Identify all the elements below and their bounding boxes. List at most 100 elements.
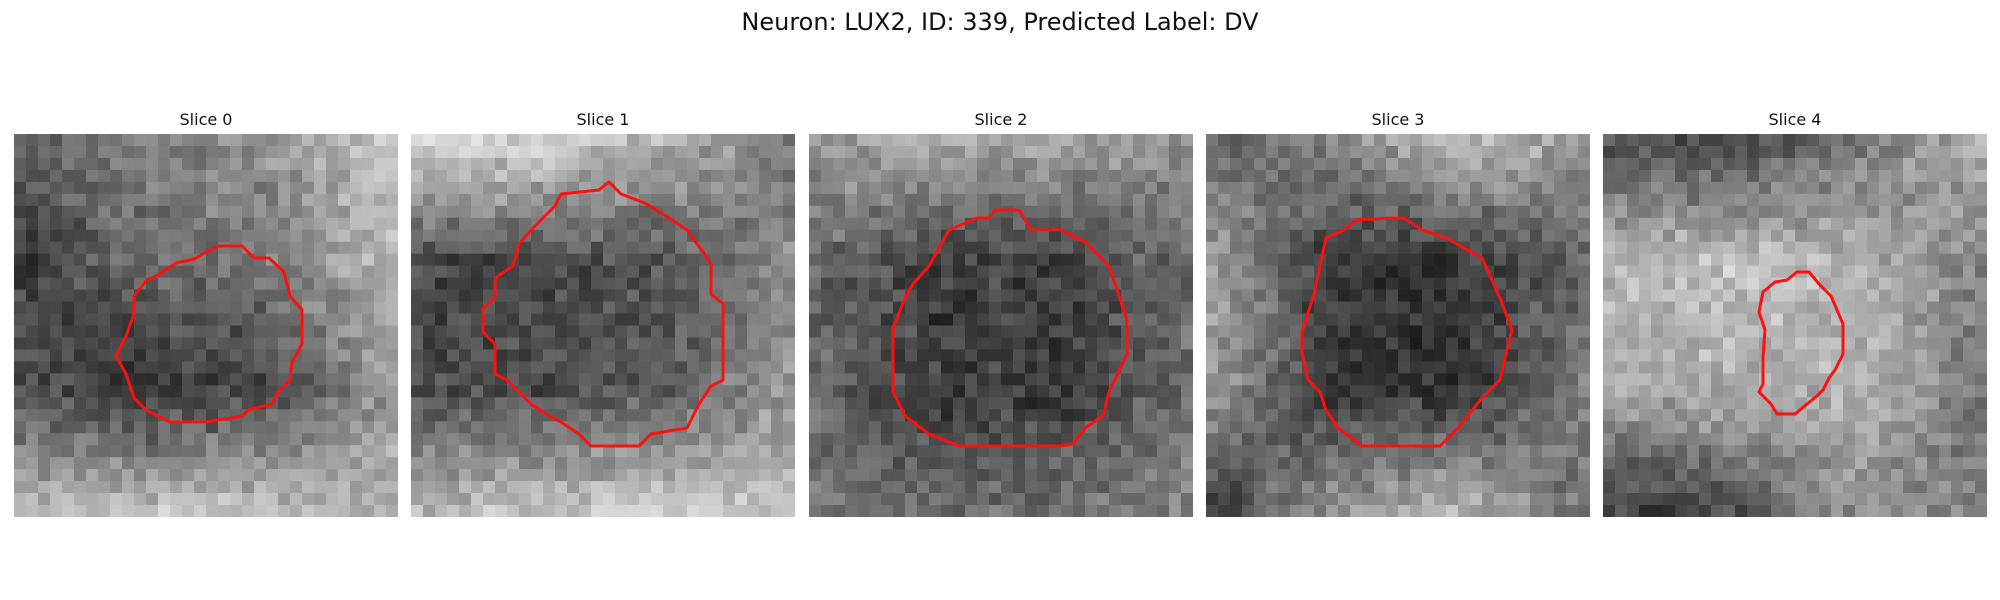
- pixel: [1398, 265, 1411, 278]
- pixel: [1350, 445, 1363, 458]
- pixel: [26, 277, 39, 290]
- pixel: [881, 457, 894, 470]
- pixel: [98, 349, 111, 362]
- pixel: [1867, 193, 1880, 207]
- pixel: [783, 253, 795, 267]
- pixel: [1735, 301, 1748, 314]
- pixel: [1903, 373, 1916, 386]
- pixel: [194, 457, 207, 470]
- pixel: [1386, 457, 1399, 470]
- pixel: [1025, 457, 1038, 470]
- pixel: [1639, 169, 1652, 183]
- pixel: [1422, 337, 1435, 350]
- pixel: [771, 493, 784, 506]
- pixel: [1843, 265, 1856, 278]
- pixel: [1951, 277, 1964, 290]
- pixel: [881, 433, 894, 446]
- pixel: [591, 361, 604, 374]
- pixel: [1157, 193, 1170, 207]
- pixel: [266, 241, 279, 255]
- pixel: [1061, 217, 1074, 231]
- pixel: [242, 337, 255, 350]
- pixel: [1181, 169, 1193, 183]
- pixel: [495, 229, 508, 243]
- pixel: [821, 265, 834, 278]
- pixel: [447, 457, 460, 470]
- pixel: [1254, 205, 1267, 219]
- pixel: [1121, 134, 1134, 147]
- pixel: [711, 337, 724, 350]
- pixel: [278, 241, 291, 255]
- pixel: [845, 229, 858, 243]
- pixel: [845, 457, 858, 470]
- pixel: [302, 241, 315, 255]
- pixel: [146, 349, 159, 362]
- pixel: [1566, 469, 1579, 482]
- slice-3-svg: [1206, 134, 1590, 517]
- slice-3-pixels: [1206, 134, 1590, 517]
- pixel: [1085, 361, 1098, 374]
- pixel: [1627, 313, 1640, 326]
- pixel: [350, 505, 363, 517]
- pixel: [687, 469, 700, 482]
- pixel: [447, 301, 460, 314]
- pixel: [1446, 337, 1459, 350]
- pixel: [98, 481, 111, 494]
- pixel: [98, 134, 111, 147]
- pixel: [1362, 277, 1375, 290]
- pixel: [1675, 265, 1688, 278]
- pixel: [1410, 409, 1423, 422]
- pixel: [1963, 445, 1976, 458]
- pixel: [953, 157, 966, 171]
- pixel: [699, 145, 712, 159]
- pixel: [483, 193, 496, 207]
- pixel: [1109, 433, 1122, 446]
- pixel: [771, 169, 784, 183]
- pixel: [1242, 325, 1255, 338]
- pixel: [1242, 301, 1255, 314]
- pixel: [1266, 301, 1279, 314]
- pixel: [170, 181, 183, 195]
- pixel: [1314, 205, 1327, 219]
- pixel: [1398, 229, 1411, 243]
- pixel: [917, 445, 930, 458]
- pixel: [1663, 169, 1676, 183]
- pixel: [965, 181, 978, 195]
- pixel: [1085, 325, 1098, 338]
- pixel: [1663, 349, 1676, 362]
- pixel: [687, 433, 700, 446]
- pixel: [266, 493, 279, 506]
- pixel: [579, 469, 592, 482]
- pixel: [134, 241, 147, 255]
- pixel: [1434, 325, 1447, 338]
- pixel: [639, 457, 652, 470]
- pixel: [1157, 337, 1170, 350]
- pixel: [965, 505, 978, 517]
- pixel: [290, 217, 303, 231]
- pixel: [423, 157, 436, 171]
- pixel: [579, 193, 592, 207]
- pixel: [627, 397, 640, 410]
- pixel: [218, 229, 231, 243]
- pixel: [1759, 265, 1772, 278]
- pixel: [821, 217, 834, 231]
- pixel: [1554, 205, 1567, 219]
- pixel: [1434, 445, 1447, 458]
- pixel: [1711, 301, 1724, 314]
- pixel: [110, 241, 123, 255]
- pixel: [242, 229, 255, 243]
- pixel: [435, 253, 448, 267]
- pixel: [663, 193, 676, 207]
- pixel: [1434, 397, 1447, 410]
- pixel: [821, 193, 834, 207]
- pixel: [1230, 397, 1243, 410]
- pixel: [74, 134, 87, 147]
- pixel: [242, 493, 255, 506]
- pixel: [833, 373, 846, 386]
- pixel: [1097, 313, 1110, 326]
- pixel: [543, 229, 556, 243]
- pixel: [74, 241, 87, 255]
- pixel: [519, 349, 532, 362]
- pixel: [735, 421, 748, 434]
- pixel: [1903, 229, 1916, 243]
